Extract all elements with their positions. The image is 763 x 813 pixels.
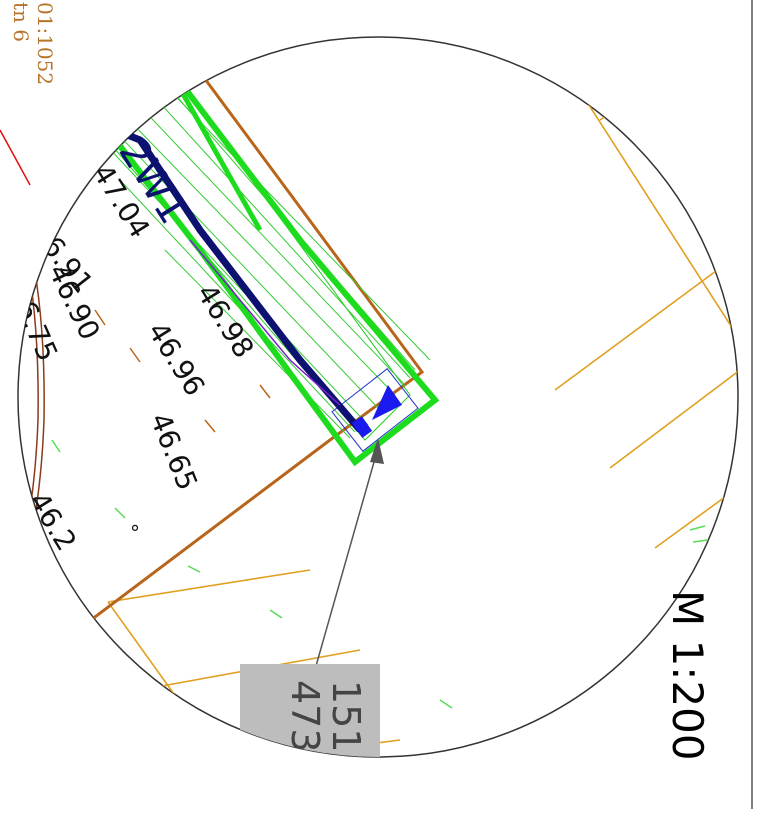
pipe-offset-line — [189, 239, 341, 406]
callout-line-2: 473 — [283, 680, 327, 753]
callout-leader — [311, 447, 379, 681]
green-dashes — [51, 439, 709, 709]
elevation-point-dot: ° — [130, 521, 140, 545]
end-marker — [351, 416, 373, 438]
elevation-label: 46.2 — [22, 486, 83, 556]
tick-marks — [94, 309, 271, 433]
callout-arrowhead — [370, 438, 384, 464]
elevation-label: 46.96 — [141, 316, 211, 401]
callout-leader-2 — [330, 764, 348, 809]
elevation-label: 46.65 — [144, 408, 205, 495]
corner-text: 01:1052 tn 6 — [9, 2, 57, 85]
direction-marker — [372, 385, 402, 420]
callout-line-1: 151 — [324, 680, 368, 753]
corner-text-line-1: 01:1052 — [33, 2, 57, 85]
corner-text-line-2: tn 6 — [9, 2, 33, 42]
scale-label: M 1:200 — [663, 590, 712, 761]
red-boundary-line — [0, 129, 31, 186]
grid-lines — [107, 59, 738, 757]
